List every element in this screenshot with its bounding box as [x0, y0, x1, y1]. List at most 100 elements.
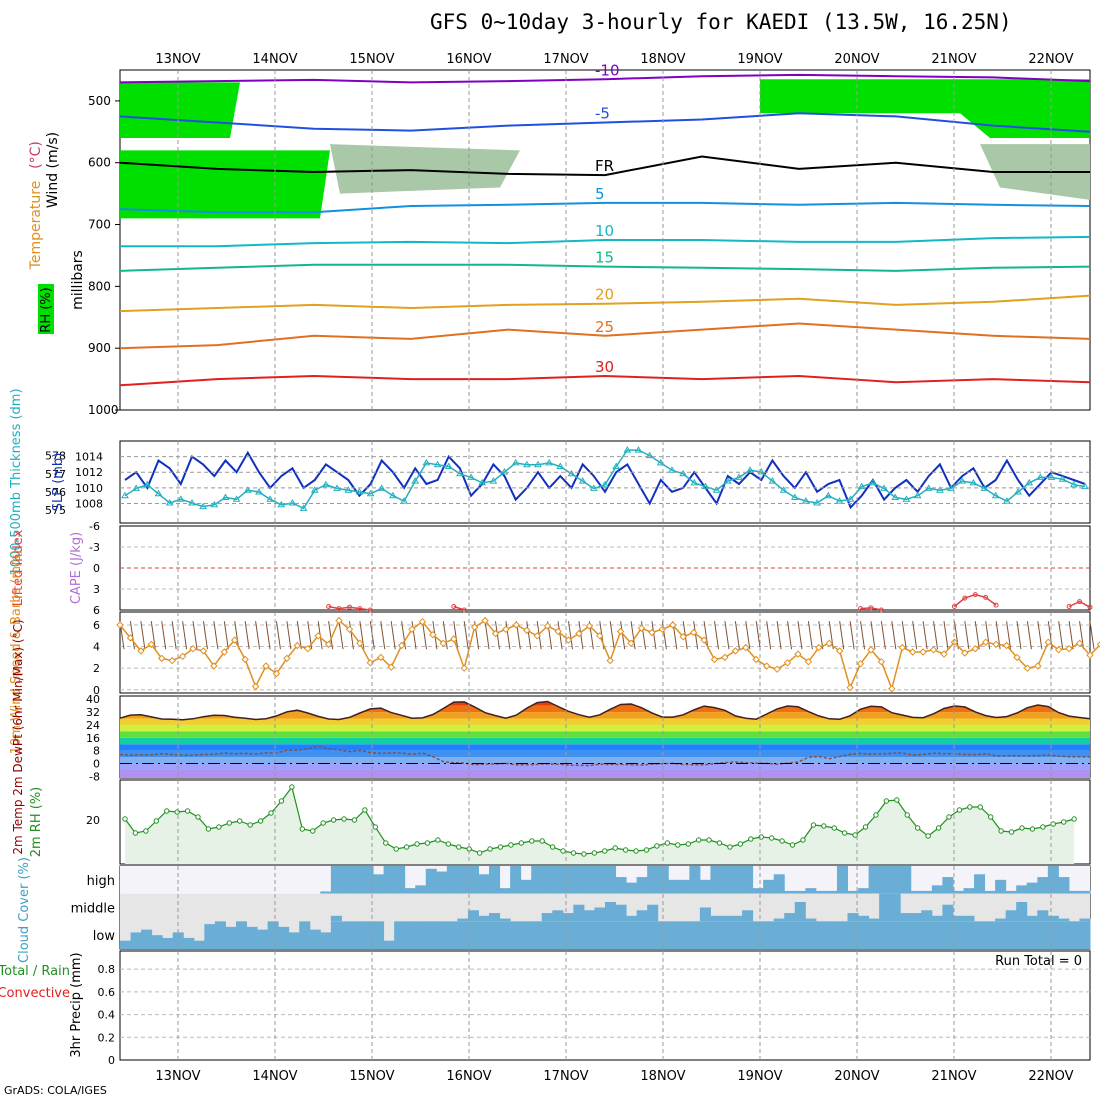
cloud-bar: [763, 879, 775, 894]
wind-barb: [567, 621, 573, 650]
rh-marker: [852, 832, 858, 838]
top-date-label: 14NOV: [252, 52, 297, 67]
cloud-bar: [1037, 910, 1049, 922]
temperature-band: [120, 744, 1090, 751]
wind-speed-marker: [491, 629, 500, 638]
cloud-bar: [889, 893, 901, 922]
isotherm-label: FR: [595, 157, 614, 175]
rh-marker: [310, 828, 316, 834]
lifted-index-marker: [336, 606, 342, 612]
cloud-bar: [1058, 921, 1070, 949]
wind-speed-marker: [877, 657, 886, 666]
wind-speed-marker: [439, 639, 448, 648]
isotherm-label: 25: [595, 318, 614, 336]
rh-marker: [487, 846, 493, 852]
cloud-bar: [879, 866, 891, 894]
wind-barb: [1016, 621, 1022, 650]
cloud-bar: [425, 921, 437, 949]
cloud-bar: [446, 866, 458, 894]
rh-marker: [414, 841, 420, 847]
thickness-marker: [623, 446, 632, 453]
bottom-date-label: 17NOV: [543, 1069, 588, 1084]
cloud-bar: [257, 929, 269, 949]
wind-speed-marker: [606, 656, 614, 665]
cloud-bar: [647, 921, 659, 949]
cloud-bar: [805, 918, 817, 922]
thickness-marker: [690, 478, 699, 486]
wind-barb: [964, 621, 970, 650]
bottom-date-label: 15NOV: [349, 1069, 394, 1084]
temp-unit-label: (°C): [28, 141, 44, 169]
wind-speed-marker: [387, 663, 395, 671]
thickness-marker: [221, 493, 230, 500]
cloud-bar: [225, 926, 237, 949]
cloud-bar: [562, 921, 574, 949]
rh-marker: [122, 816, 128, 822]
wind-barb: [745, 621, 751, 650]
cloud-bar: [404, 888, 416, 894]
cloud-bar: [615, 904, 627, 922]
bottom-date-label: 22NOV: [1028, 1069, 1073, 1084]
cloud-bar: [351, 921, 363, 949]
rh-tick-label: 20: [86, 814, 100, 827]
rh-marker: [894, 797, 900, 803]
cloud-bar: [974, 921, 986, 949]
rh-marker: [977, 804, 983, 810]
rh-marker: [591, 850, 598, 856]
rh-marker: [1019, 825, 1025, 831]
cloud-bar: [995, 918, 1007, 922]
rh-marker: [914, 825, 921, 831]
cloud-bar: [995, 879, 1007, 894]
wind-speed-marker: [585, 622, 594, 630]
wind-barb: [1037, 621, 1043, 650]
cloud-bar: [974, 874, 986, 894]
rh-axis-label: 2m RH (%): [29, 787, 44, 858]
wind-barb: [839, 621, 845, 650]
cloud-bar: [942, 921, 954, 949]
cloud-bar: [657, 921, 669, 949]
wind-tick-label: 2: [93, 662, 100, 675]
wind-barb: [348, 621, 354, 650]
li-tick-label: 0: [93, 562, 100, 575]
cloud-bar: [583, 866, 595, 894]
cloud-bar: [520, 879, 532, 894]
wind-barb: [661, 621, 667, 650]
cloud-bar: [773, 874, 785, 894]
cloud-bar: [699, 921, 711, 949]
lifted-index-marker: [1066, 604, 1072, 609]
wind-speed-marker: [283, 654, 291, 663]
cloud-bar: [763, 921, 775, 949]
wind-tick-label: 6: [93, 619, 100, 632]
lifted-index-marker: [858, 606, 864, 612]
bottom-date-label: 21NOV: [931, 1069, 976, 1084]
wind-barb: [1089, 621, 1095, 650]
rh-marker: [362, 807, 368, 813]
cloud-bar: [341, 921, 353, 949]
cloud-bar: [794, 921, 806, 949]
wind-barb: [453, 621, 459, 650]
lifted-index-axis-label: Lifted Index: [11, 529, 26, 606]
cloud-bar: [921, 910, 933, 922]
rh-marker: [289, 784, 295, 790]
cloud-bar: [910, 890, 922, 894]
cloud-bar: [699, 879, 711, 894]
panel-frame: [119, 440, 1091, 524]
wind-speed-marker: [335, 616, 343, 625]
rh-marker: [184, 808, 191, 814]
wind-speed-marker: [981, 638, 990, 646]
cloud-bar: [931, 921, 943, 949]
cloud-bar: [330, 915, 342, 922]
rh-marker: [476, 850, 483, 856]
wind-speed-marker: [815, 643, 823, 652]
rh-marker: [664, 840, 671, 846]
rh-marker: [299, 826, 306, 832]
cloud-bar: [552, 910, 564, 922]
cloud-bar: [1026, 915, 1038, 922]
precip-axis-label: 3hr Precip (mm): [69, 952, 84, 1057]
temperature-band: [120, 769, 1090, 778]
cloud-bar: [541, 913, 553, 922]
rh-marker: [706, 837, 712, 843]
top-date-label: 15NOV: [349, 52, 394, 67]
cloud-bar: [520, 921, 532, 949]
rh-marker: [935, 825, 942, 831]
